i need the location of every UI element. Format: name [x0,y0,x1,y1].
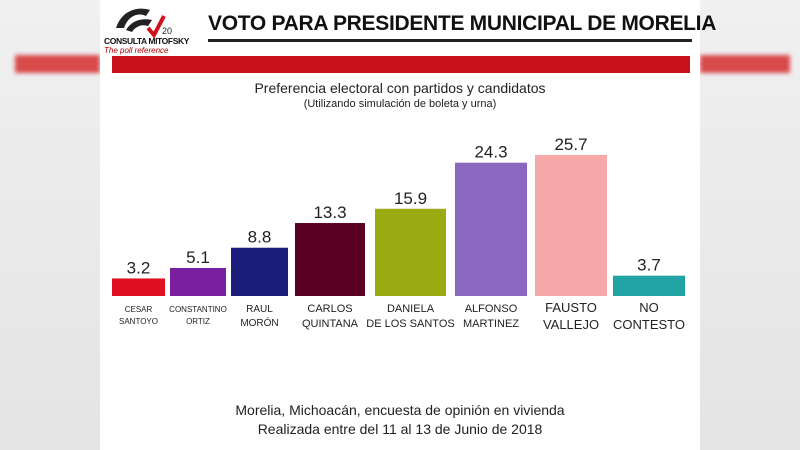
page-title: VOTO PARA PRESIDENTE MUNICIPAL DE MORELI… [208,12,717,35]
category-label: CESAR [125,305,153,314]
data-label: 15.9 [394,189,427,208]
data-label: 5.1 [186,248,210,267]
bar-1 [170,268,226,296]
category-label: VALLEJO [543,317,599,332]
category-label: ORTIZ [186,317,210,326]
bar-3 [295,223,365,296]
category-label: MARTINEZ [463,318,519,330]
category-label: NO [639,300,659,315]
blurred-side-right [700,0,800,450]
data-label: 25.7 [554,135,587,154]
category-label: MORÓN [240,316,278,329]
blurred-side-left [0,0,100,450]
category-label: CONSTANTINO [169,305,227,314]
category-label: RAUL [246,304,273,315]
bar-5 [455,162,527,296]
category-label: CARLOS [307,303,352,315]
category-label: FAUSTO [545,300,597,315]
logo-tagline: The poll reference [104,46,169,55]
category-label: DANIELA [387,303,435,315]
bar-0 [112,278,165,296]
bar-7 [613,275,685,296]
footer-line-2: Realizada entre del 11 al 13 de Junio de… [257,421,543,437]
bar-4 [375,208,446,296]
red-band [112,56,690,73]
data-label: 8.8 [248,228,272,247]
bar-2 [231,247,288,296]
category-label: CONTESTO [613,317,685,332]
svg-text:20: 20 [162,26,172,36]
bar-6 [535,155,607,296]
data-label: 3.7 [637,256,661,275]
category-label: DE LOS SANTOS [366,318,454,330]
category-label: SANTOYO [119,317,158,326]
mitofsky-logo: 20 [116,8,172,38]
chart-subtitle: (Utilizando simulación de boleta y urna) [303,98,497,110]
category-label: QUINTANA [302,318,359,330]
footer-line-1: Morelia, Michoacán, encuesta de opinión … [235,402,565,418]
logo-text: CONSULTA MITOFSKY [104,36,189,46]
data-label: 3.2 [127,258,151,277]
title-underline [208,39,692,42]
data-label: 24.3 [474,143,507,162]
chart-title: Preferencia electoral con partidos y can… [254,80,546,96]
category-label: ALFONSO [465,303,518,315]
data-label: 13.3 [313,203,346,222]
